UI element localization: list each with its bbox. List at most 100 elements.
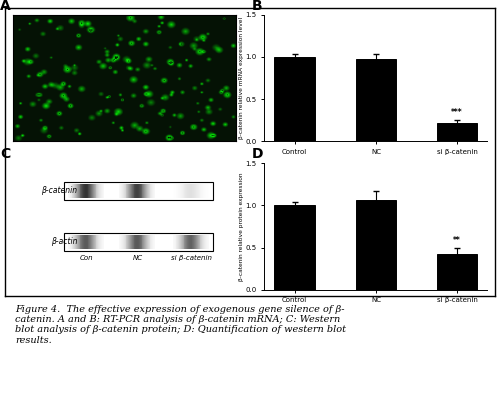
Bar: [96, 235, 98, 249]
Bar: [131, 184, 132, 198]
Bar: [86, 235, 87, 249]
Bar: [154, 184, 155, 198]
Bar: [82, 235, 84, 249]
Bar: [91, 235, 92, 249]
Bar: [100, 235, 101, 249]
Bar: [145, 235, 146, 249]
Bar: [174, 235, 176, 249]
Bar: [181, 184, 182, 198]
Bar: [137, 235, 138, 249]
Bar: [132, 184, 133, 198]
Bar: [180, 235, 181, 249]
Bar: [93, 184, 94, 198]
Bar: [174, 184, 175, 198]
Bar: [173, 235, 174, 249]
Bar: [146, 235, 147, 249]
Text: ***: ***: [451, 108, 463, 117]
Bar: [356, 59, 396, 141]
Bar: [86, 184, 88, 198]
Bar: [70, 184, 71, 198]
Bar: [84, 235, 85, 249]
Bar: [203, 184, 204, 198]
Bar: [121, 235, 122, 249]
Bar: [190, 184, 191, 198]
Bar: [78, 184, 79, 198]
Bar: [64, 182, 213, 200]
Bar: [197, 235, 198, 249]
Bar: [124, 235, 125, 249]
Bar: [68, 235, 69, 249]
Bar: [182, 235, 184, 249]
Bar: [131, 235, 132, 249]
Bar: [77, 235, 78, 249]
Bar: [99, 184, 100, 198]
Bar: [75, 235, 76, 249]
Bar: [130, 184, 131, 198]
Bar: [205, 184, 206, 198]
Bar: [140, 235, 141, 249]
Bar: [69, 184, 70, 198]
Text: si β-catenin: si β-catenin: [170, 255, 211, 261]
Bar: [148, 235, 150, 249]
Bar: [129, 235, 130, 249]
Bar: [122, 184, 123, 198]
Bar: [186, 235, 188, 249]
Bar: [142, 235, 144, 249]
Bar: [129, 184, 130, 198]
Bar: [90, 184, 92, 198]
Y-axis label: β-catenin relative protein expression: β-catenin relative protein expression: [239, 172, 244, 281]
Bar: [137, 184, 138, 198]
Bar: [102, 184, 104, 198]
Bar: [187, 184, 188, 198]
Bar: [92, 235, 93, 249]
Bar: [205, 235, 206, 249]
Bar: [138, 184, 139, 198]
Bar: [94, 235, 96, 249]
Bar: [94, 235, 95, 249]
Bar: [190, 184, 192, 198]
Bar: [182, 184, 184, 198]
Bar: [152, 184, 154, 198]
Bar: [195, 184, 196, 198]
Bar: [94, 184, 95, 198]
Bar: [126, 235, 128, 249]
Bar: [70, 235, 72, 249]
Text: β-catenin: β-catenin: [41, 186, 77, 195]
Bar: [132, 184, 134, 198]
Bar: [70, 235, 71, 249]
Bar: [206, 184, 208, 198]
Bar: [123, 184, 124, 198]
Bar: [197, 184, 198, 198]
Bar: [88, 235, 90, 249]
Bar: [64, 233, 213, 251]
Text: β-actin: β-actin: [50, 236, 77, 246]
Bar: [204, 184, 205, 198]
Bar: [148, 184, 150, 198]
Bar: [437, 254, 478, 290]
Bar: [102, 235, 104, 249]
Bar: [189, 235, 190, 249]
Bar: [202, 184, 203, 198]
Bar: [173, 184, 174, 198]
Bar: [78, 184, 80, 198]
Bar: [198, 235, 199, 249]
Bar: [147, 184, 148, 198]
Bar: [101, 235, 102, 249]
Bar: [124, 235, 126, 249]
Bar: [138, 235, 139, 249]
Bar: [120, 184, 122, 198]
Bar: [176, 235, 178, 249]
Bar: [196, 184, 197, 198]
Bar: [128, 235, 130, 249]
Bar: [188, 235, 189, 249]
Bar: [80, 184, 82, 198]
Bar: [122, 235, 123, 249]
Bar: [203, 235, 204, 249]
Bar: [96, 184, 98, 198]
Bar: [153, 184, 154, 198]
Bar: [120, 235, 122, 249]
Bar: [200, 235, 202, 249]
Bar: [206, 184, 207, 198]
Bar: [74, 235, 76, 249]
Bar: [174, 184, 176, 198]
